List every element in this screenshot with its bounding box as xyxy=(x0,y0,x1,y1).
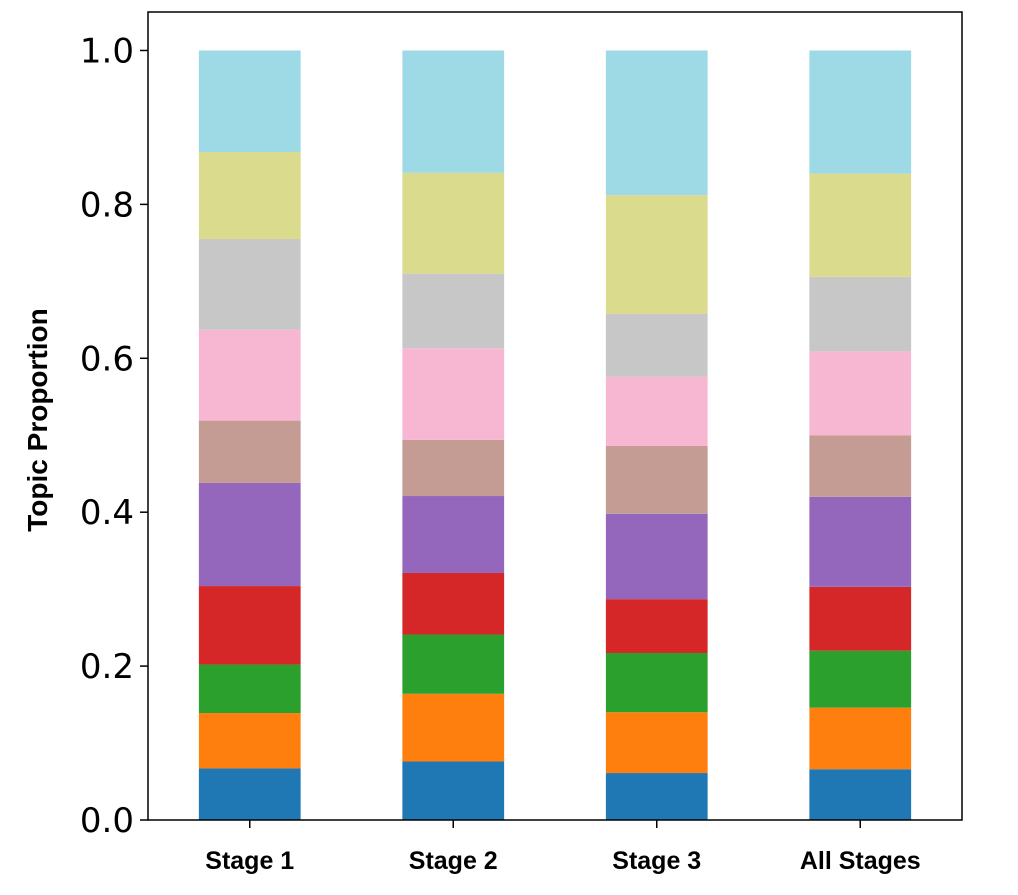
bar-segment-1-8 xyxy=(198,239,301,330)
bar-segment-1-1 xyxy=(198,768,301,820)
bar-segment-4-3 xyxy=(809,650,912,708)
bar-segment-1-9 xyxy=(198,152,301,240)
bar-segment-3-4 xyxy=(605,599,708,654)
bar-segment-2-6 xyxy=(402,439,505,497)
bar-segment-1-4 xyxy=(198,586,301,665)
bar-segment-3-9 xyxy=(605,195,708,314)
bar-segment-2-1 xyxy=(402,761,505,820)
bar-segment-3-7 xyxy=(605,376,708,447)
bar-segment-4-7 xyxy=(809,351,912,436)
bar-segment-3-6 xyxy=(605,446,708,514)
bars-layer xyxy=(198,50,912,820)
y-tick-label: 0.0 xyxy=(80,801,134,841)
bar-segment-2-9 xyxy=(402,172,505,274)
axes-layer: 0.0 0.2 0.4 0.6 0.8 1.0 Stage 1 Stage 2 Stage 3 A… xyxy=(80,11,963,875)
bar-segment-4-9 xyxy=(809,173,912,277)
y-axis-label: Topic Proportion xyxy=(22,308,53,531)
bar-segment-2-5 xyxy=(402,496,505,573)
bar-segment-4-2 xyxy=(809,707,912,770)
bar-segment-3-5 xyxy=(605,513,708,600)
y-tick-label: 0.8 xyxy=(80,185,134,225)
bar-segment-4-10 xyxy=(809,50,912,174)
bar-segment-3-10 xyxy=(605,50,708,196)
x-tick-label: Stage 3 xyxy=(612,847,701,875)
y-tick-label: 0.4 xyxy=(80,493,134,533)
bar-segment-2-3 xyxy=(402,634,505,694)
x-tick-label: Stage 2 xyxy=(409,847,498,875)
bar-segment-2-10 xyxy=(402,50,505,173)
bar-segment-4-5 xyxy=(809,496,912,587)
bar-segment-3-8 xyxy=(605,313,708,377)
y-tick-label: 1.0 xyxy=(80,31,134,71)
bar-segment-1-3 xyxy=(198,664,301,714)
bar-segment-1-6 xyxy=(198,420,301,483)
y-tick-label: 0.2 xyxy=(80,647,134,687)
x-tick-label: All Stages xyxy=(800,847,921,875)
bar-segment-4-1 xyxy=(809,769,912,820)
bar-segment-1-2 xyxy=(198,713,301,769)
bar-segment-4-8 xyxy=(809,276,912,352)
bar-segment-1-5 xyxy=(198,482,301,587)
bar-segment-2-7 xyxy=(402,348,505,440)
x-tick-label: Stage 1 xyxy=(205,847,294,875)
plot-frame xyxy=(147,11,963,821)
bar-segment-4-4 xyxy=(809,586,912,651)
bar-segment-1-10 xyxy=(198,50,301,153)
y-tick-label: 0.6 xyxy=(80,339,134,379)
bar-segment-2-4 xyxy=(402,572,505,635)
bar-segment-2-8 xyxy=(402,273,505,349)
bar-segment-3-2 xyxy=(605,712,708,774)
bar-segment-1-7 xyxy=(198,329,301,421)
bar-segment-2-2 xyxy=(402,693,505,762)
bar-segment-3-1 xyxy=(605,773,708,820)
bar-segment-3-3 xyxy=(605,653,708,713)
bar-segment-4-6 xyxy=(809,435,912,497)
